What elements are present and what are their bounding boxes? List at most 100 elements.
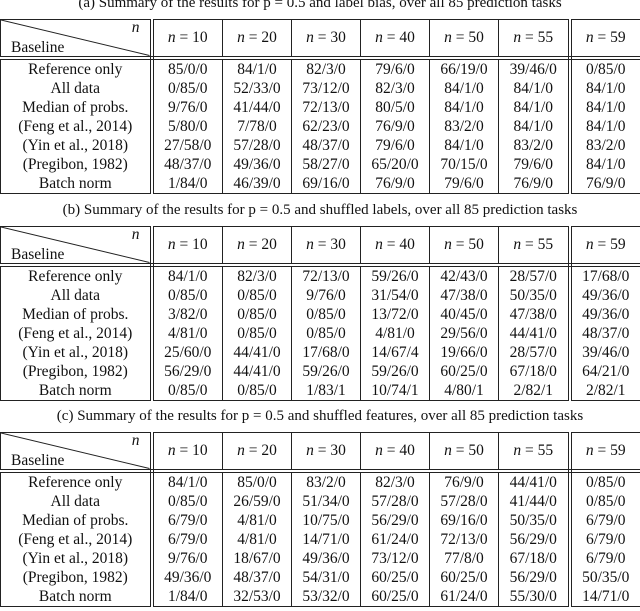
result-cell: 4/80/1 [429, 380, 499, 401]
result-cell: 83/2/0 [498, 135, 572, 155]
column-header: n = 59 [569, 432, 640, 473]
result-cell: 10/75/0 [291, 510, 361, 530]
column-value: 55 [537, 28, 554, 46]
row-label: (Yin et al., 2018) [0, 548, 154, 568]
column-value: 10 [192, 235, 208, 253]
result-cell: 0/85/0 [569, 470, 640, 492]
table-row: Median of probs. 6/79/0 4/81/0 10/75/0 56/29… [0, 510, 640, 530]
result-cell: 76/9/0 [498, 173, 572, 194]
result-cell: 10/74/1 [360, 380, 430, 401]
table-row: Reference only 84/1/0 82/3/0 72/13/0 59/26/0… [0, 264, 640, 286]
row-label: All data [0, 491, 154, 511]
result-cell: 41/44/0 [222, 97, 292, 117]
result-cell: 50/35/0 [569, 567, 640, 587]
result-cell: 64/21/0 [569, 361, 640, 381]
column-value: 20 [261, 28, 277, 46]
result-cell: 83/2/0 [569, 135, 640, 155]
n-label: n [131, 432, 140, 449]
result-cell: 49/36/0 [569, 304, 640, 324]
result-cell: 18/67/0 [222, 548, 292, 568]
result-cell: 39/46/0 [498, 57, 572, 79]
column-header: n = 50 [429, 226, 499, 267]
result-cell: 46/39/0 [222, 173, 292, 194]
column-header: n = 30 [291, 432, 361, 473]
result-cell: 84/1/0 [569, 116, 640, 136]
result-cell: 79/6/0 [360, 135, 430, 155]
row-label: Median of probs. [0, 97, 154, 117]
results-table: n Baseline n = 10 n = 20 n = 30 n = 40 n = 50 n… [0, 19, 640, 194]
result-cell: 76/9/0 [360, 116, 430, 136]
result-cell: 77/8/0 [429, 548, 499, 568]
result-cell: 4/81/0 [222, 510, 292, 530]
result-cell: 0/85/0 [222, 304, 292, 324]
result-cell: 84/1/0 [429, 135, 499, 155]
table-row: (Feng et al., 2014) 6/79/0 4/81/0 14/71/0 61… [0, 529, 640, 549]
result-cell: 6/79/0 [151, 529, 223, 549]
result-cell: 56/29/0 [498, 567, 572, 587]
result-cell: 4/81/0 [222, 529, 292, 549]
result-cell: 51/34/0 [291, 491, 361, 511]
table-row: Median of probs. 3/82/0 0/85/0 0/85/0 13/72/… [0, 304, 640, 324]
result-cell: 59/26/0 [291, 361, 361, 381]
row-label: Batch norm [0, 380, 154, 401]
result-cell: 44/41/0 [498, 470, 572, 492]
baseline-label: Baseline [11, 451, 65, 469]
result-cell: 53/32/0 [291, 586, 361, 607]
column-header: n = 10 [151, 19, 223, 60]
column-header: n = 20 [222, 432, 292, 473]
table-row: All data 0/85/0 0/85/0 9/76/0 31/54/0 47/38/0… [0, 285, 640, 305]
column-value: 20 [261, 441, 277, 459]
result-cell: 40/45/0 [429, 304, 499, 324]
result-cell: 84/1/0 [569, 78, 640, 98]
column-value: 30 [330, 441, 346, 459]
result-cell: 76/9/0 [360, 173, 430, 194]
result-cell: 49/36/0 [291, 548, 361, 568]
row-label: (Feng et al., 2014) [0, 116, 154, 136]
result-cell: 2/82/1 [569, 380, 640, 401]
table-row: Batch norm 0/85/0 0/85/0 1/83/1 10/74/1 4/80/… [0, 380, 640, 401]
column-value: 40 [399, 235, 415, 253]
result-cell: 59/26/0 [360, 361, 430, 381]
result-cell: 50/35/0 [498, 510, 572, 530]
result-cell: 83/2/0 [291, 470, 361, 492]
result-cell: 56/29/0 [360, 510, 430, 530]
result-cell: 42/43/0 [429, 264, 499, 286]
result-cell: 3/82/0 [151, 304, 223, 324]
row-label: (Pregibon, 1982) [0, 154, 154, 174]
column-header: n = 40 [360, 19, 430, 60]
result-cell: 69/16/0 [291, 173, 361, 194]
table-row: (Pregibon, 1982) 48/37/0 49/36/0 58/27/0 65/… [0, 154, 640, 174]
result-cell: 76/9/0 [569, 173, 640, 194]
row-label: Batch norm [0, 173, 154, 194]
row-label: Median of probs. [0, 304, 154, 324]
column-header: n = 40 [360, 432, 430, 473]
result-cell: 1/84/0 [151, 173, 223, 194]
result-cell: 72/13/0 [429, 529, 499, 549]
result-cell: 84/1/0 [498, 78, 572, 98]
result-cell: 27/58/0 [151, 135, 223, 155]
result-cell: 6/79/0 [569, 548, 640, 568]
corner-cell: n Baseline [0, 19, 154, 60]
table-row: (Feng et al., 2014) 5/80/0 7/78/0 62/23/0 76… [0, 116, 640, 136]
result-cell: 82/3/0 [360, 470, 430, 492]
result-cell: 60/25/0 [360, 567, 430, 587]
result-cell: 47/38/0 [498, 304, 572, 324]
result-cell: 72/13/0 [291, 97, 361, 117]
row-label: Median of probs. [0, 510, 154, 530]
result-cell: 9/76/0 [151, 548, 223, 568]
column-header: n = 30 [291, 19, 361, 60]
result-cell: 19/66/0 [429, 342, 499, 362]
table-row: (Pregibon, 1982) 49/36/0 48/37/0 54/31/0 60/… [0, 567, 640, 587]
result-cell: 57/28/0 [429, 491, 499, 511]
result-cell: 79/6/0 [429, 173, 499, 194]
table-row: (Pregibon, 1982) 56/29/0 44/41/0 59/26/0 59/… [0, 361, 640, 381]
result-cell: 79/6/0 [498, 154, 572, 174]
result-cell: 73/12/0 [360, 548, 430, 568]
column-header: n = 30 [291, 226, 361, 267]
result-cell: 50/35/0 [498, 285, 572, 305]
column-value: 50 [468, 28, 484, 46]
result-cell: 48/37/0 [151, 154, 223, 174]
column-header: n = 50 [429, 432, 499, 473]
result-cell: 2/82/1 [498, 380, 572, 401]
result-cell: 82/3/0 [222, 264, 292, 286]
